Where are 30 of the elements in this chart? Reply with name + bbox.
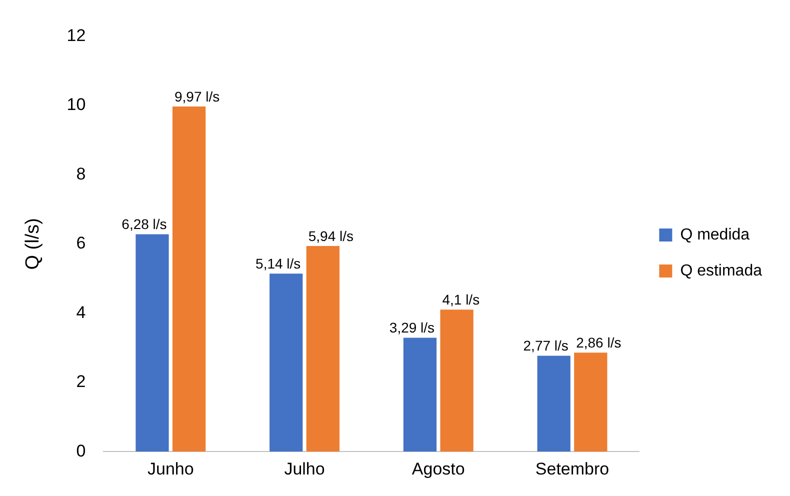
y-axis-title: Q (l/s) [22,218,44,270]
y-tick-label: 2 [76,372,86,392]
bar [136,234,169,452]
x-tick-label: Junho [147,459,194,478]
data-label: 2,77 l/s [523,338,568,354]
x-tick-label: Agosto [412,459,465,478]
legend-label: Q estimada [680,262,762,280]
y-tick-label: 10 [66,95,86,114]
legend-label: Q medida [680,226,750,244]
bar [574,352,608,452]
data-label: 2,86 l/s [576,334,622,350]
bar [172,106,206,452]
bar [403,338,437,452]
bar [270,274,303,452]
data-label: 4,1 l/s [442,292,480,308]
y-tick-label: 4 [76,302,86,322]
y-tick-label: 12 [66,26,86,45]
data-label: 9,97 l/s [174,88,220,104]
bar [306,246,340,452]
y-tick-label: 0 [76,441,86,460]
data-label: 5,94 l/s [308,228,354,244]
data-label: 5,14 l/s [256,256,301,272]
bar [537,356,570,452]
bar [440,310,474,452]
y-tick-label: 6 [76,234,86,253]
data-label: 3,29 l/s [389,320,435,336]
x-tick-label: Julho [284,459,325,478]
y-tick-label: 8 [76,164,86,184]
data-label: 6,28 l/s [122,216,167,232]
x-tick-label: Setembro [535,459,610,478]
